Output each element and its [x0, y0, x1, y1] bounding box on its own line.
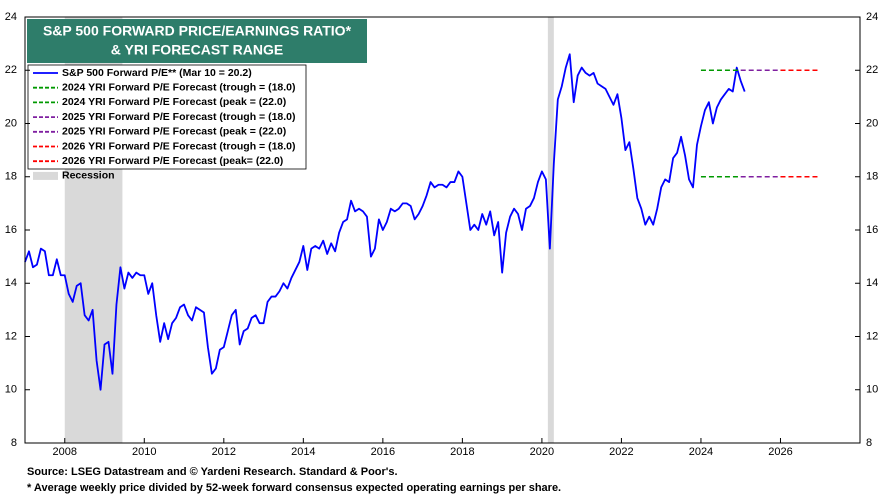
x-tick-label: 2018	[450, 446, 474, 458]
chart-title: S&P 500 FORWARD PRICE/EARNINGS RATIO*	[43, 23, 352, 39]
x-tick-label: 2014	[291, 446, 315, 458]
footnote: * Average weekly price divided by 52-wee…	[27, 482, 561, 494]
data-line	[24, 53, 746, 391]
legend-label: S&P 500 Forward P/E** (Mar 10 = 20.2)	[62, 67, 252, 79]
y2-tick-label: 12	[866, 330, 878, 342]
x-tick-label: 2012	[212, 446, 236, 458]
y-tick-label: 10	[5, 384, 17, 396]
x-tick-label: 2008	[53, 446, 77, 458]
legend-label: 2024 YRI Forward P/E Forecast (trough = …	[62, 81, 296, 93]
y2-tick-label: 8	[866, 437, 872, 449]
legend	[27, 64, 307, 170]
legend-label: 2025 YRI Forward P/E Forecast (trough = …	[62, 111, 296, 123]
y-tick-label: 22	[5, 64, 17, 76]
y-tick-label: 20	[5, 117, 17, 129]
y2-tick-label: 20	[866, 117, 878, 129]
x-tick-label: 2010	[132, 446, 156, 458]
x-tick-label: 2026	[768, 446, 792, 458]
source-note: Source: LSEG Datastream and © Yardeni Re…	[27, 466, 398, 478]
y2-tick-label: 10	[866, 384, 878, 396]
y2-tick-label: 16	[866, 224, 878, 236]
x-tick-label: 2020	[530, 446, 554, 458]
y2-tick-label: 24	[866, 11, 878, 23]
legend-label: 2025 YRI Forward P/E Forecast (peak = (2…	[62, 126, 286, 138]
x-tick-label: 2022	[609, 446, 633, 458]
y-tick-label: 24	[5, 11, 17, 23]
y2-tick-label: 14	[866, 277, 878, 289]
y2-tick-label: 22	[866, 64, 878, 76]
y-tick-label: 8	[11, 437, 17, 449]
chart-title: & YRI FORECAST RANGE	[111, 42, 283, 58]
legend-label: 2026 YRI Forward P/E Forecast (trough = …	[62, 140, 296, 152]
x-tick-label: 2016	[371, 446, 395, 458]
title-box	[27, 19, 367, 63]
y-tick-label: 14	[5, 277, 17, 289]
legend-label: 2024 YRI Forward P/E Forecast (peak = (2…	[62, 96, 286, 108]
y-tick-label: 18	[5, 171, 17, 183]
y2-tick-label: 18	[866, 171, 878, 183]
y-tick-label: 12	[5, 330, 17, 342]
legend-label: 2026 YRI Forward P/E Forecast (peak= (22…	[62, 155, 283, 167]
y-tick-label: 16	[5, 224, 17, 236]
x-tick-label: 2024	[689, 446, 713, 458]
legend-label: Recession	[62, 170, 115, 182]
legend-swatch	[33, 171, 58, 180]
